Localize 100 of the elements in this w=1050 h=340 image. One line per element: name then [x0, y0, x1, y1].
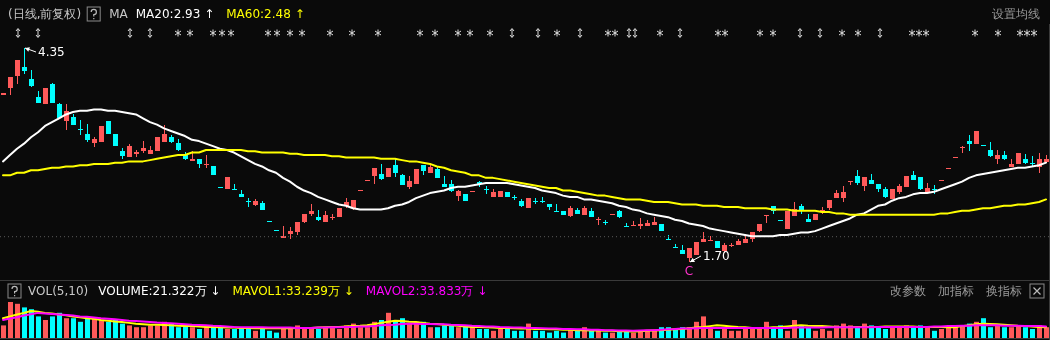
bar	[148, 325, 153, 338]
bar	[225, 329, 230, 338]
candlestick	[232, 184, 237, 190]
bar	[498, 329, 503, 338]
bar	[323, 327, 328, 338]
bar	[232, 329, 237, 338]
bar	[561, 332, 566, 338]
text: MA	[109, 7, 129, 21]
bar	[589, 330, 594, 338]
bar	[1030, 329, 1035, 338]
text: 加指标	[938, 284, 974, 298]
bar	[988, 327, 993, 338]
bar	[883, 329, 888, 338]
bar	[533, 330, 538, 338]
bar	[99, 320, 104, 338]
bar	[743, 329, 748, 338]
bar	[946, 327, 951, 338]
text: 改参数	[890, 284, 926, 298]
text: 换指标	[986, 284, 1022, 298]
bar	[428, 327, 433, 338]
text: MA60:2.48 ↑	[226, 7, 305, 21]
bar	[365, 327, 370, 338]
bar	[1044, 327, 1049, 338]
bar	[92, 318, 97, 338]
bar	[78, 321, 83, 338]
bar	[953, 327, 958, 338]
bar	[330, 327, 335, 338]
bar	[806, 327, 811, 338]
bar	[652, 330, 657, 338]
bar	[477, 329, 482, 338]
bar	[610, 332, 615, 338]
bar	[190, 327, 195, 338]
bar	[337, 329, 342, 338]
bar	[204, 327, 209, 338]
bar	[1, 325, 6, 338]
bar	[519, 330, 524, 338]
bar	[456, 327, 461, 338]
bar	[197, 329, 202, 338]
bar	[358, 327, 363, 338]
bar	[540, 330, 545, 338]
bar	[470, 327, 475, 338]
bar	[890, 327, 895, 338]
bar	[722, 329, 727, 338]
bar	[855, 327, 860, 338]
text: 设置均线	[992, 7, 1040, 21]
bar	[64, 318, 69, 338]
text: C	[684, 264, 694, 278]
annotation: 4.35	[38, 45, 65, 59]
bar	[253, 330, 258, 338]
bar	[120, 323, 125, 338]
bar	[1009, 327, 1014, 338]
bar	[925, 327, 930, 338]
bar	[141, 327, 146, 338]
bar	[274, 332, 279, 338]
bar	[785, 330, 790, 338]
bar	[316, 329, 321, 338]
bar	[736, 330, 741, 338]
bar	[512, 330, 517, 338]
bar	[911, 327, 916, 338]
bar	[547, 332, 552, 338]
bar	[729, 330, 734, 338]
bar	[813, 330, 818, 338]
annotation: 1.70	[703, 249, 730, 263]
bar	[596, 330, 601, 338]
bar	[932, 330, 937, 338]
bar	[820, 329, 825, 338]
bar	[106, 321, 111, 338]
series-label: VOLUME:21.322万 ↓	[98, 284, 221, 298]
bar	[176, 327, 181, 338]
bar	[631, 332, 636, 338]
bar	[71, 318, 76, 338]
bar	[995, 325, 1000, 338]
bar	[1002, 327, 1007, 338]
bar	[442, 325, 447, 338]
bar	[1023, 327, 1028, 338]
bar	[449, 325, 454, 338]
bar	[218, 327, 223, 338]
bar	[827, 330, 832, 338]
bar	[155, 325, 160, 338]
text: MA20:2.93 ↑	[135, 7, 215, 21]
bar	[484, 329, 489, 338]
bar	[750, 329, 755, 338]
candlestick	[204, 155, 209, 168]
bar	[36, 316, 41, 338]
bar	[491, 330, 496, 338]
text: MAVOL1:33.239万 ↓	[232, 284, 354, 298]
bar	[939, 329, 944, 338]
bar	[876, 327, 881, 338]
bar	[603, 332, 608, 338]
chart-title: (日线,前复权)	[8, 7, 82, 21]
text: MAVOL2:33.833万 ↓	[365, 284, 488, 298]
bar	[575, 330, 580, 338]
bar	[897, 327, 902, 338]
bar	[246, 329, 251, 338]
bar	[267, 330, 272, 338]
bar	[127, 325, 132, 338]
bar	[554, 330, 559, 338]
bar	[407, 323, 412, 338]
bar	[281, 329, 286, 338]
bar	[50, 316, 55, 338]
